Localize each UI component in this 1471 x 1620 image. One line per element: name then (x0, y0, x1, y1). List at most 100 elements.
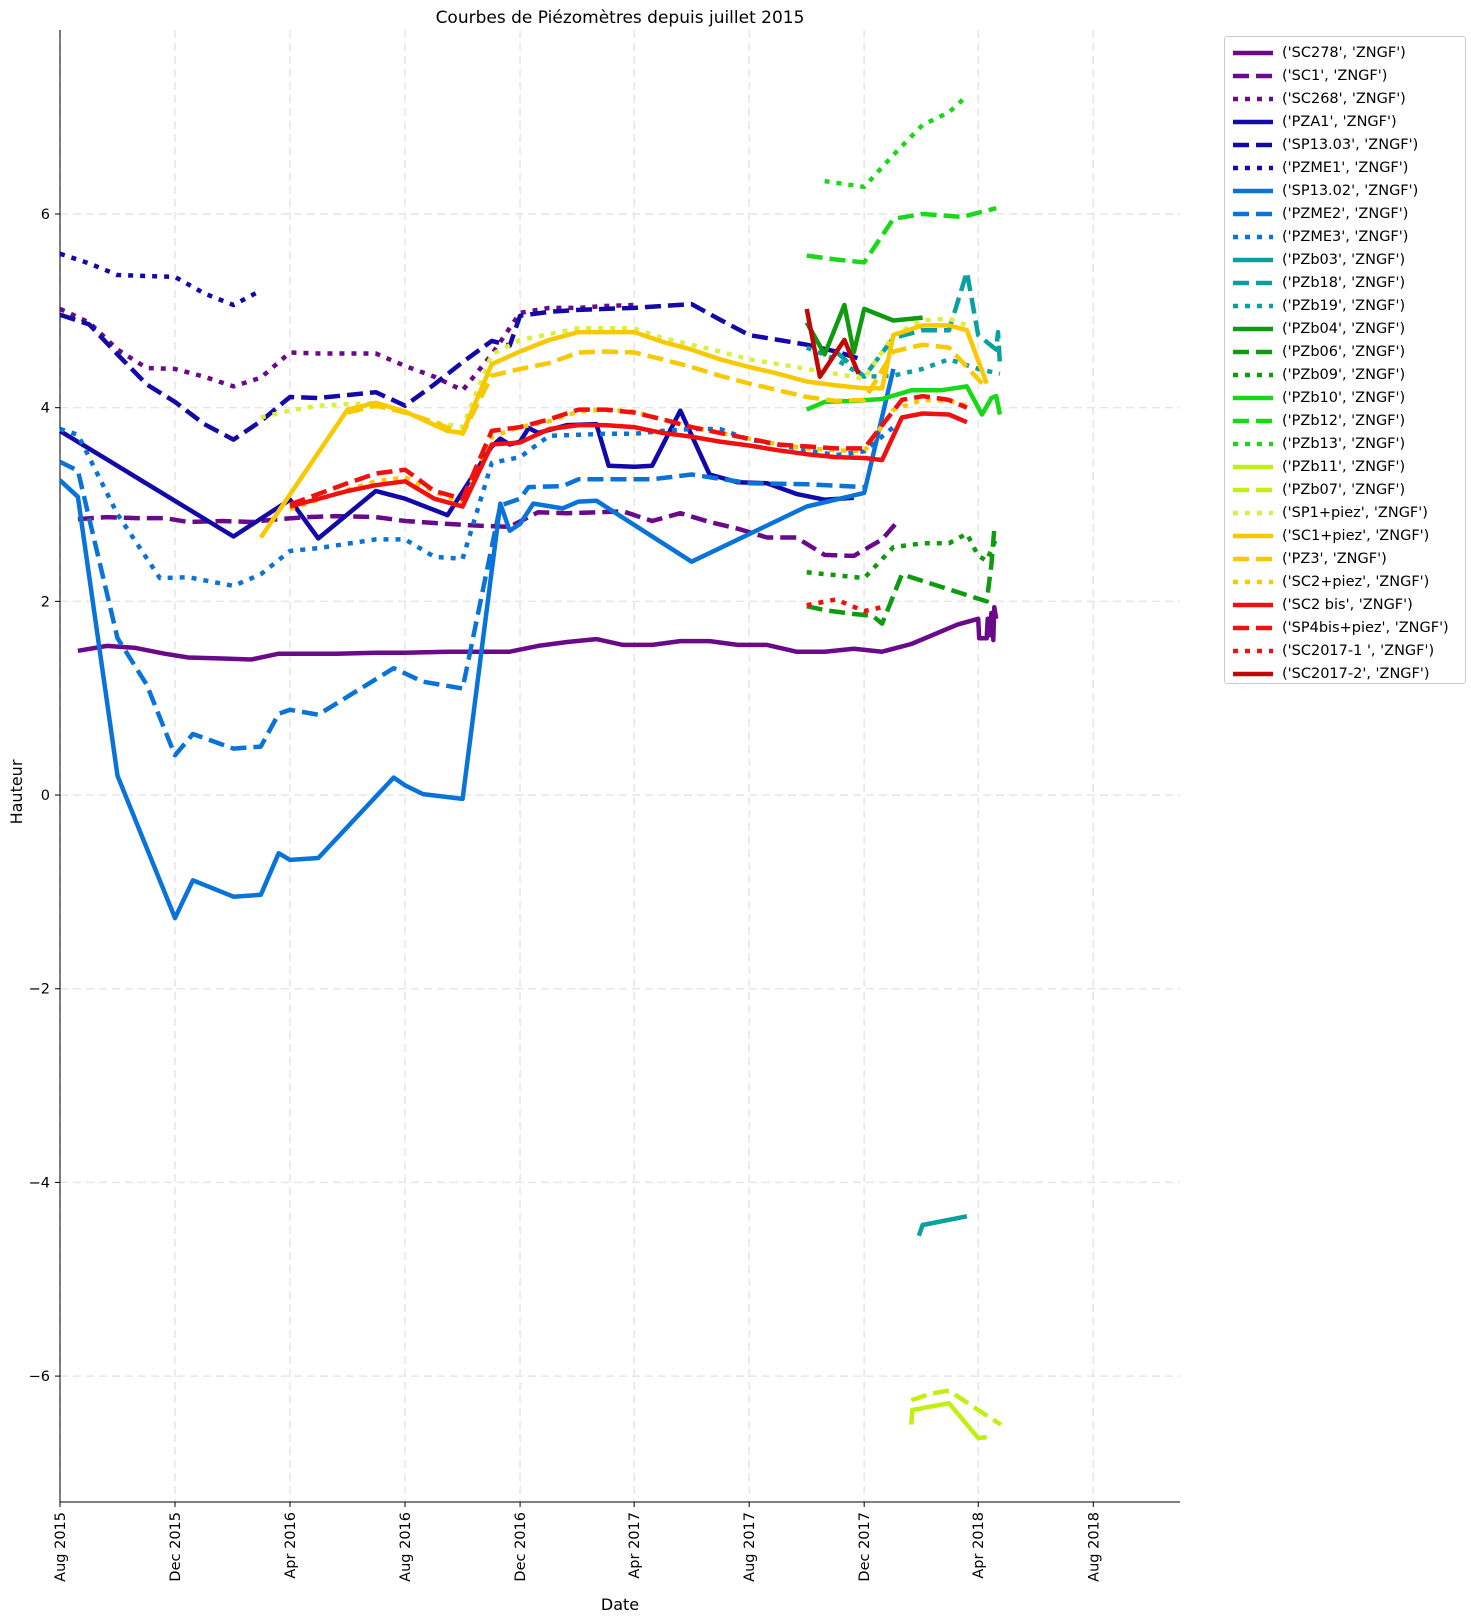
axes-layer: −6 −4 −2 0 2 4 6 Aug 2015 Dec 2015 Apr 2016 Aug 20… (29, 30, 1180, 1582)
legend-item: ('PZME2', 'ZNGF') (1225, 202, 1465, 225)
legend-item: ('PZb03', 'ZNGF') (1225, 248, 1465, 271)
legend-item: ('SC278', 'ZNGF') (1225, 41, 1465, 64)
legend-item: ('PZb10', 'ZNGF') (1225, 386, 1465, 409)
y-tick-label: 4 (41, 401, 50, 417)
legend-label: ('SP13.03', 'ZNGF') (1282, 136, 1419, 153)
legend-label: ('PZME2', 'ZNGF') (1282, 205, 1409, 222)
legend-swatch (1233, 579, 1273, 584)
legend-item: ('PZb04', 'ZNGF') (1225, 317, 1465, 340)
legend-item: ('SC2017-1 ', 'ZNGF') (1225, 639, 1465, 662)
series-line (805, 384, 1003, 417)
legend-swatch (1233, 326, 1273, 331)
legend-label: ('PZME3', 'ZNGF') (1282, 228, 1409, 245)
legend-swatch (1233, 418, 1273, 423)
legend-label: ('PZb03', 'ZNGF') (1282, 251, 1406, 268)
legend-item: ('SP1+piez', 'ZNGF') (1225, 501, 1465, 524)
series-line (59, 251, 262, 308)
legend-label: ('SC2017-2', 'ZNGF') (1282, 665, 1430, 682)
y-tick-label: −2 (29, 982, 50, 998)
legend-swatch (1233, 50, 1273, 55)
legend-item: ('SC1+piez', 'ZNGF') (1225, 524, 1465, 547)
legend-swatch (1233, 625, 1273, 630)
legend-item: ('SC2+piez', 'ZNGF') (1225, 570, 1465, 593)
legend-item: ('PZb11', 'ZNGF') (1225, 455, 1465, 478)
y-tick-label: 0 (41, 788, 50, 804)
series-line (834, 269, 1003, 379)
legend-label: ('PZb13', 'ZNGF') (1282, 435, 1406, 452)
legend-swatch (1233, 349, 1273, 354)
legend-swatch (1233, 487, 1273, 492)
series-line (59, 302, 635, 393)
legend-label: ('SC268', 'ZNGF') (1282, 90, 1406, 107)
legend-item: ('SP13.03', 'ZNGF') (1225, 133, 1465, 156)
series-line (59, 459, 865, 758)
legend-swatch (1233, 73, 1273, 78)
legend-item: ('PZb06', 'ZNGF') (1225, 340, 1465, 363)
legend-swatch (1233, 257, 1273, 262)
x-tick-label: Apr 2018 (971, 1512, 987, 1579)
legend-label: ('SC1', 'ZNGF') (1282, 67, 1388, 84)
legend-item: ('SC2017-2', 'ZNGF') (1225, 662, 1465, 685)
legend-swatch (1233, 96, 1273, 101)
y-tick-label: −6 (29, 1369, 50, 1385)
legend-swatch (1233, 142, 1273, 147)
x-tick-label: Apr 2017 (627, 1512, 643, 1579)
y-tick-label: 2 (41, 594, 50, 610)
legend-label: ('SC2+piez', 'ZNGF') (1282, 573, 1430, 590)
x-tick-label: Aug 2017 (742, 1512, 758, 1582)
legend-swatch (1233, 510, 1273, 515)
series-line (824, 94, 969, 190)
legend-swatch (1233, 533, 1273, 538)
legend-item: ('PZb09', 'ZNGF') (1225, 363, 1465, 386)
legend-swatch (1233, 395, 1273, 400)
legend-swatch (1233, 188, 1273, 193)
legend-item: ('PZb19', 'ZNGF') (1225, 294, 1465, 317)
x-tick-label: Dec 2016 (513, 1512, 529, 1582)
x-tick-label: Dec 2017 (857, 1512, 873, 1582)
series-line (909, 1400, 987, 1441)
legend-label: ('PZb07', 'ZNGF') (1282, 481, 1406, 498)
legend-swatch (1233, 602, 1273, 607)
legend-label: ('PZ3', 'ZNGF') (1282, 550, 1387, 567)
legend-item: ('PZME3', 'ZNGF') (1225, 225, 1465, 248)
legend-label: ('PZb09', 'ZNGF') (1282, 366, 1406, 383)
legend-swatch (1233, 119, 1273, 124)
legend-swatch (1233, 211, 1273, 216)
series-line (806, 206, 997, 265)
legend-swatch (1233, 441, 1273, 446)
series-line (804, 308, 861, 379)
series-line (916, 1214, 968, 1237)
legend-label: ('SC2 bis', 'ZNGF') (1282, 596, 1413, 613)
legend-item: ('PZME1', 'ZNGF') (1225, 156, 1465, 179)
x-tick-label: Aug 2018 (1086, 1512, 1102, 1582)
legend-label: ('PZb18', 'ZNGF') (1282, 274, 1406, 291)
legend-item: ('SC268', 'ZNGF') (1225, 87, 1465, 110)
y-tick-label: 6 (41, 207, 50, 223)
legend-swatch (1233, 234, 1273, 239)
legend-swatch (1233, 303, 1273, 308)
legend-label: ('SC1+piez', 'ZNGF') (1282, 527, 1430, 544)
series-line (59, 301, 865, 442)
grid-layer (59, 30, 1180, 1502)
legend-label: ('SC278', 'ZNGF') (1282, 44, 1406, 61)
series-line (258, 323, 989, 539)
series-line (806, 597, 883, 614)
y-tick-label: −4 (29, 1175, 50, 1191)
legend-label: ('PZb19', 'ZNGF') (1282, 297, 1406, 314)
legend-label: ('PZb04', 'ZNGF') (1282, 320, 1406, 337)
x-axis-label: Date (601, 1595, 639, 1614)
legend-item: ('SC1', 'ZNGF') (1225, 64, 1465, 87)
legend-swatch (1233, 671, 1273, 676)
legend-item: ('SP4bis+piez', 'ZNGF') (1225, 616, 1465, 639)
legend-swatch (1233, 556, 1273, 561)
series-line (77, 604, 999, 662)
series-line (289, 393, 968, 507)
x-tick-label: Aug 2016 (398, 1512, 414, 1582)
series-line (804, 302, 923, 357)
legend-label: ('SC2017-1 ', 'ZNGF') (1282, 642, 1435, 659)
legend-swatch (1233, 372, 1273, 377)
y-axis-label: Hauteur (7, 759, 26, 824)
legend-item: ('SC2 bis', 'ZNGF') (1225, 593, 1465, 616)
series-line (346, 342, 989, 437)
